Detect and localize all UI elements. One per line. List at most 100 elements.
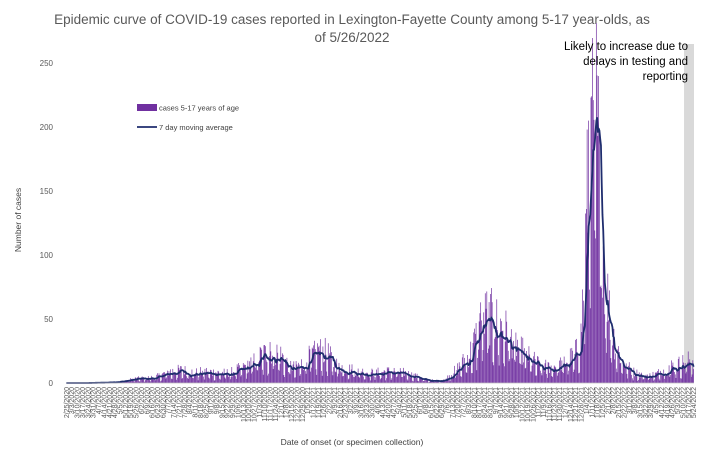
case-bar <box>481 361 483 383</box>
case-bar <box>278 369 279 383</box>
x-tick-label: 3/31/2020 <box>91 387 98 418</box>
case-bar <box>517 347 519 383</box>
case-bar <box>612 345 613 383</box>
case-bar <box>422 378 423 383</box>
x-tick-label: 9/22/2020 <box>225 387 232 418</box>
case-bar <box>605 338 606 383</box>
case-bar <box>630 368 632 383</box>
x-tick-label: 8/18/2020 <box>198 387 205 418</box>
case-bar <box>644 378 645 383</box>
case-bar <box>555 367 557 383</box>
case-bar <box>508 361 510 383</box>
moving-average-line <box>66 117 695 384</box>
case-bar <box>363 379 365 383</box>
case-bar <box>478 321 480 383</box>
case-bar <box>383 371 384 383</box>
case-bar <box>245 378 247 383</box>
case-bar <box>350 369 352 383</box>
case-bar <box>214 380 216 383</box>
case-bar <box>670 374 671 383</box>
case-bar <box>553 372 554 383</box>
case-bar <box>133 381 135 383</box>
case-bar <box>494 338 495 383</box>
case-bar <box>481 320 482 383</box>
y-tick-label: 150 <box>40 187 54 196</box>
case-bar <box>673 369 675 383</box>
case-bar <box>471 373 473 383</box>
case-bar <box>576 351 578 383</box>
case-bar <box>424 378 426 383</box>
case-bar <box>203 376 204 383</box>
case-bar <box>337 376 338 383</box>
case-bar <box>289 374 291 383</box>
case-bar <box>660 370 661 383</box>
case-bar <box>301 366 303 383</box>
case-bar <box>259 360 260 383</box>
case-bar <box>518 347 520 383</box>
case-bar <box>520 336 522 383</box>
case-bar <box>422 380 424 383</box>
case-bar <box>667 372 669 383</box>
x-tick-label: 10/20/2020 <box>246 387 253 422</box>
case-bar <box>196 374 198 383</box>
x-tick-label: 6/22/2021 <box>434 387 441 418</box>
case-bar <box>274 360 275 383</box>
case-bar <box>287 365 289 383</box>
case-bar <box>201 374 203 383</box>
case-bar <box>591 96 593 383</box>
case-bar <box>178 367 180 383</box>
case-bar <box>288 372 290 383</box>
case-bar <box>402 376 403 383</box>
case-bar <box>540 373 542 383</box>
case-bar <box>514 359 515 383</box>
x-tick-label: 10/13/2020 <box>241 387 248 422</box>
case-bar <box>298 362 299 383</box>
case-bar <box>211 374 213 383</box>
case-bar <box>600 285 602 383</box>
case-bar <box>168 371 170 383</box>
x-tick-label: 8/31/2021 <box>487 387 494 418</box>
case-bar <box>276 344 278 383</box>
case-bar <box>288 371 289 383</box>
case-bar <box>623 365 625 383</box>
case-bar <box>165 378 167 383</box>
case-bar <box>299 375 301 383</box>
x-tick-label: 4/19/2022 <box>664 387 671 418</box>
case-bar <box>266 362 268 383</box>
case-bar <box>526 351 527 383</box>
case-bar <box>614 359 616 383</box>
case-bar <box>340 371 341 383</box>
case-bar <box>640 373 642 383</box>
x-tick-label: 1/12/2021 <box>310 387 317 418</box>
case-bar <box>181 378 183 383</box>
case-bar <box>398 372 400 383</box>
case-bar <box>269 342 271 383</box>
case-bar <box>329 353 331 383</box>
case-bar <box>384 371 386 383</box>
case-bar <box>206 367 207 383</box>
case-bar <box>618 346 619 383</box>
case-bar <box>590 97 592 383</box>
case-bar <box>290 360 292 383</box>
case-bar <box>463 364 465 383</box>
case-bar <box>210 370 212 383</box>
case-bar <box>232 376 233 383</box>
case-bar <box>217 370 219 383</box>
case-bar <box>262 369 263 383</box>
case-bar <box>540 370 541 383</box>
case-bar <box>636 369 638 383</box>
case-bar <box>487 348 489 383</box>
x-tick-label: 2/25/2020 <box>64 387 71 418</box>
case-bar <box>346 373 347 383</box>
case-bar <box>393 371 394 383</box>
case-bar <box>180 366 181 383</box>
case-bar <box>237 366 239 383</box>
case-bar <box>354 371 356 383</box>
case-bar <box>223 374 224 383</box>
case-bar <box>383 370 385 383</box>
case-bar <box>691 374 693 383</box>
case-bar <box>627 378 629 383</box>
case-bar <box>188 375 190 383</box>
case-bar <box>200 367 201 383</box>
